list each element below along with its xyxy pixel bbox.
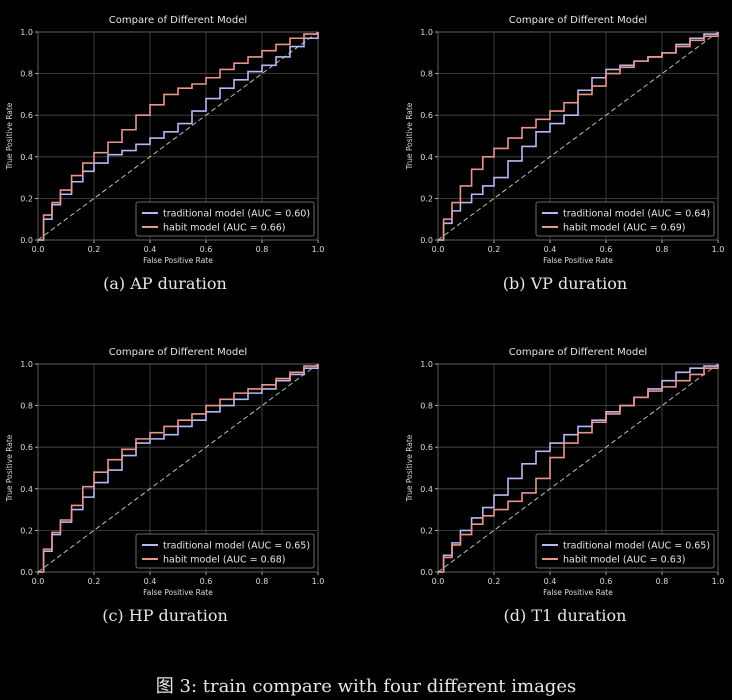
- x-tick-label: 0.6: [200, 577, 213, 586]
- legend-box: [135, 533, 315, 569]
- y-tick-label: 0.2: [420, 526, 433, 535]
- x-tick-label: 0.0: [432, 245, 445, 254]
- legend-label: habit model (AUC = 0.69): [563, 223, 686, 234]
- chart-panel-b: Compare of Different Model 0.0 0.2 0.4 0.6 0.…: [400, 8, 730, 298]
- y-tick-label: 0.8: [420, 70, 433, 79]
- y-axis-label: True Positive Rate: [5, 102, 14, 170]
- y-tick-label: 0.2: [420, 194, 433, 203]
- legend-box: [535, 533, 715, 569]
- legend-label: traditional model (AUC = 0.65): [563, 541, 710, 552]
- x-tick-label: 0.6: [600, 577, 613, 586]
- subfigure-caption: (c) HP duration: [102, 606, 228, 625]
- x-tick-label: 0.6: [200, 245, 213, 254]
- chart-title: Compare of Different Model: [109, 15, 247, 26]
- y-tick-label: 0.0: [420, 568, 433, 577]
- x-axis-label: False Positive Rate: [143, 588, 213, 597]
- legend-label: habit model (AUC = 0.68): [163, 555, 286, 566]
- y-tick-label: 0.0: [20, 236, 33, 245]
- y-tick-label: 1.0: [20, 360, 33, 369]
- y-tick-label: 0.6: [20, 111, 33, 120]
- chart-panel-a: Compare of Different Model 0.0 0.2 0.4 0.6 0.…: [0, 8, 330, 298]
- y-tick-label: 1.0: [20, 28, 33, 37]
- y-tick-label: 0.6: [20, 443, 33, 452]
- x-axis-label: False Positive Rate: [543, 256, 613, 265]
- y-tick-label: 0.8: [420, 402, 433, 411]
- x-tick-label: 1.0: [312, 245, 325, 254]
- roc-curve-habit: [38, 32, 319, 241]
- chart-panel-c: Compare of Different Model 0.0 0.2 0.4 0.6 0.…: [0, 340, 330, 630]
- x-tick-label: 0.4: [144, 577, 157, 586]
- x-axis-label: False Positive Rate: [543, 588, 613, 597]
- y-axis-label: True Positive Rate: [5, 434, 14, 502]
- x-tick-label: 0.2: [488, 577, 501, 586]
- x-tick-label: 0.8: [256, 577, 269, 586]
- y-tick-label: 0.6: [420, 111, 433, 120]
- chance-diagonal-line: [37, 31, 319, 241]
- roc-curve-habit: [438, 32, 719, 241]
- figure-caption: 图 3: train compare with four different i…: [155, 676, 577, 697]
- legend-label: habit model (AUC = 0.66): [163, 223, 286, 234]
- x-tick-label: 0.4: [544, 245, 557, 254]
- y-tick-label: 1.0: [420, 360, 433, 369]
- x-tick-label: 0.4: [544, 577, 557, 586]
- y-tick-label: 1.0: [420, 28, 433, 37]
- x-tick-label: 0.8: [256, 245, 269, 254]
- x-tick-label: 0.0: [432, 577, 445, 586]
- y-axis-label: True Positive Rate: [405, 102, 414, 170]
- x-tick-label: 0.2: [88, 577, 101, 586]
- chart-panel-d: Compare of Different Model 0.0 0.2 0.4 0.6 0.…: [400, 340, 730, 630]
- y-axis-label: True Positive Rate: [405, 434, 414, 502]
- legend-label: traditional model (AUC = 0.64): [563, 209, 710, 220]
- y-tick-label: 0.4: [20, 153, 33, 162]
- x-tick-label: 0.8: [656, 577, 669, 586]
- x-tick-label: 0.2: [88, 245, 101, 254]
- y-tick-label: 0.4: [20, 485, 33, 494]
- x-tick-label: 1.0: [312, 577, 325, 586]
- x-tick-label: 0.0: [32, 577, 45, 586]
- x-tick-label: 0.4: [144, 245, 157, 254]
- y-tick-label: 0.2: [20, 194, 33, 203]
- roc-chart: Compare of Different Model 0.0 0.2 0.4 0.6 0.…: [405, 347, 725, 597]
- chance-diagonal-line: [37, 363, 319, 573]
- chart-title: Compare of Different Model: [509, 15, 647, 26]
- chart-title: Compare of Different Model: [109, 347, 247, 358]
- x-axis-label: False Positive Rate: [143, 256, 213, 265]
- y-tick-label: 0.2: [20, 526, 33, 535]
- roc-chart: Compare of Different Model 0.0 0.2 0.4 0.6 0.…: [405, 15, 725, 265]
- x-tick-label: 0.6: [600, 245, 613, 254]
- roc-chart: Compare of Different Model 0.0 0.2 0.4 0.6 0.…: [5, 347, 325, 597]
- roc-curve-habit: [38, 364, 319, 573]
- y-tick-label: 0.0: [420, 236, 433, 245]
- chance-diagonal-line: [437, 31, 719, 241]
- legend-label: habit model (AUC = 0.63): [563, 555, 686, 566]
- chart-title: Compare of Different Model: [509, 347, 647, 358]
- subfigure-caption: (b) VP duration: [502, 274, 628, 293]
- x-tick-label: 1.0: [712, 577, 725, 586]
- roc-curve-habit: [438, 364, 719, 573]
- y-tick-label: 0.6: [420, 443, 433, 452]
- legend-box: [535, 201, 715, 237]
- x-tick-label: 1.0: [712, 245, 725, 254]
- y-tick-label: 0.8: [20, 402, 33, 411]
- chance-diagonal-line: [437, 363, 719, 573]
- x-tick-label: 0.0: [32, 245, 45, 254]
- roc-chart: Compare of Different Model 0.0 0.2 0.4 0.6 0.…: [5, 15, 325, 265]
- x-tick-label: 0.8: [656, 245, 669, 254]
- legend-label: traditional model (AUC = 0.65): [163, 541, 310, 552]
- y-tick-label: 0.0: [20, 568, 33, 577]
- y-tick-label: 0.4: [420, 485, 433, 494]
- subfigure-caption: (a) AP duration: [103, 274, 227, 293]
- subfigure-caption: (d) T1 duration: [503, 606, 627, 625]
- legend-box: [135, 201, 315, 237]
- y-tick-label: 0.4: [420, 153, 433, 162]
- x-tick-label: 0.2: [488, 245, 501, 254]
- legend-label: traditional model (AUC = 0.60): [163, 209, 310, 220]
- y-tick-label: 0.8: [20, 70, 33, 79]
